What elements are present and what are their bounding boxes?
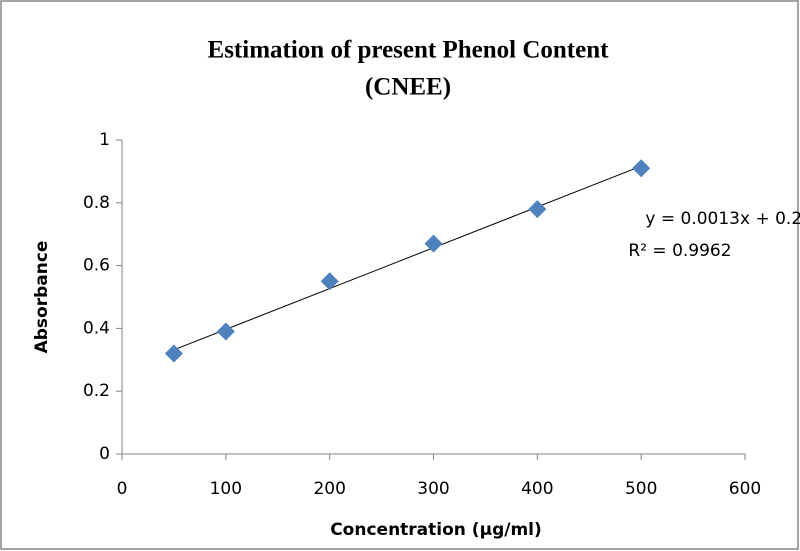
x-tick-label: 200	[313, 479, 345, 499]
x-tick-label: 100	[210, 479, 242, 499]
y-tick-label: 0.4	[83, 318, 110, 338]
x-axis-title: Concentration (µg/ml)	[330, 520, 542, 540]
x-tick-label: 400	[521, 479, 553, 499]
data-point	[164, 344, 183, 363]
y-axis-title: Absorbance	[32, 241, 52, 354]
x-tick-label: 0	[117, 479, 128, 499]
data-point	[320, 272, 339, 291]
x-tick-label: 500	[625, 479, 657, 499]
trendline-equation: y = 0.0013x + 0.2669	[645, 209, 800, 229]
y-tick-label: 0.8	[83, 193, 110, 213]
x-tick-label: 600	[729, 479, 761, 499]
data-point	[216, 322, 235, 341]
data-point	[632, 159, 651, 178]
chart-title: (CNEE)	[365, 74, 451, 101]
y-tick-label: 0.2	[83, 381, 110, 401]
y-tick-label: 0.6	[83, 256, 110, 276]
data-point	[424, 234, 443, 253]
trendline	[173, 165, 642, 351]
y-tick-label: 1	[99, 130, 110, 150]
x-tick-label: 300	[417, 479, 449, 499]
r-squared: R² = 0.9962	[628, 241, 731, 261]
y-tick-label: 0	[99, 444, 110, 464]
data-point	[528, 200, 547, 219]
chart-title: Estimation of present Phenol Content	[208, 37, 610, 64]
